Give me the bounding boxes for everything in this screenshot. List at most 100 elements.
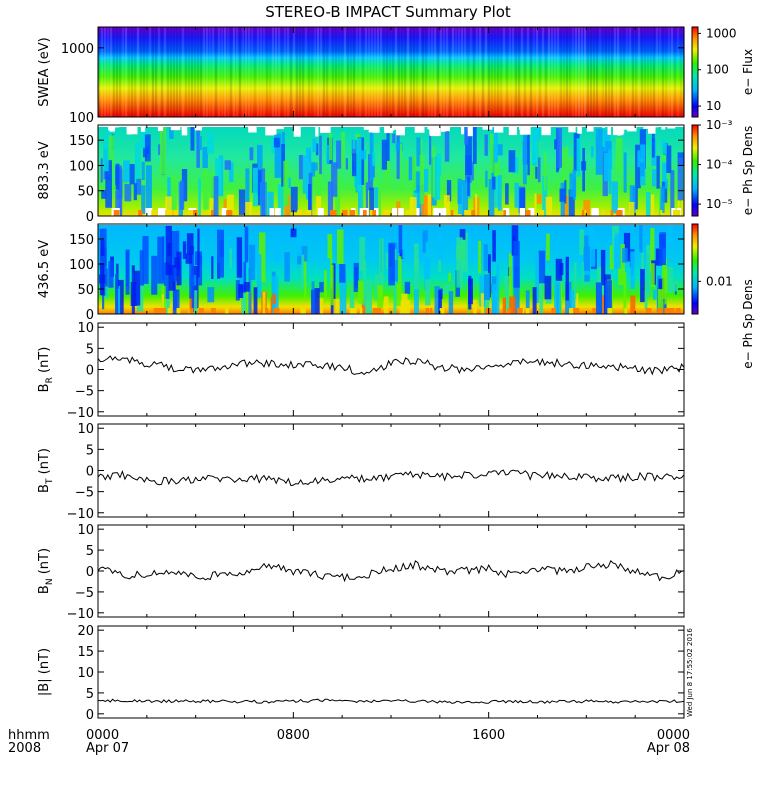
pad-gap bbox=[577, 127, 582, 134]
spectrogram-texture bbox=[347, 27, 349, 117]
pad-cell bbox=[467, 176, 470, 196]
pad-cell bbox=[245, 168, 250, 216]
spectrogram-texture bbox=[131, 27, 133, 117]
pad-hot bbox=[551, 308, 556, 314]
y-axis-label: 436.5 eV bbox=[37, 240, 52, 298]
pad-cell bbox=[433, 158, 441, 200]
colorbar-tick-label: 10⁻³ bbox=[706, 118, 733, 132]
y-tick-label: 0 bbox=[86, 708, 94, 723]
pad-hot bbox=[525, 308, 528, 314]
spectrogram-texture bbox=[353, 27, 355, 117]
pad-cell bbox=[405, 300, 411, 314]
pad-hot bbox=[507, 308, 511, 314]
pad-cell bbox=[277, 184, 284, 216]
pad-gap bbox=[541, 127, 551, 136]
pad-cell bbox=[284, 252, 290, 282]
pad-cell bbox=[261, 168, 266, 216]
pad-cell bbox=[374, 187, 379, 216]
pad-cell bbox=[142, 236, 149, 284]
pad-cell bbox=[117, 279, 124, 314]
spectrogram-texture bbox=[662, 27, 664, 117]
pad-cell bbox=[664, 178, 668, 189]
pad-cell bbox=[133, 183, 137, 201]
spectrogram-texture bbox=[680, 27, 682, 117]
spectrogram-texture bbox=[185, 27, 187, 117]
pad-hot bbox=[199, 308, 204, 314]
pad-cell bbox=[615, 137, 623, 174]
spectrogram-texture bbox=[239, 27, 241, 117]
pad-cell bbox=[290, 228, 297, 238]
pad-cell bbox=[129, 164, 135, 185]
spectrogram-texture bbox=[365, 27, 367, 117]
y-axis-label: SWEA (eV) bbox=[37, 37, 52, 106]
pad-gap bbox=[108, 127, 116, 131]
pad-gap bbox=[602, 127, 606, 128]
pad-gap bbox=[384, 127, 393, 134]
pad-cell bbox=[429, 133, 432, 165]
pad-cell bbox=[196, 127, 200, 168]
pad-hot bbox=[114, 210, 120, 216]
pad-cell bbox=[496, 265, 500, 314]
pad-hot bbox=[425, 308, 430, 314]
pad-cell bbox=[345, 158, 348, 170]
pad-cell bbox=[164, 262, 170, 299]
pad-cell bbox=[315, 143, 319, 156]
pad-cell bbox=[324, 270, 327, 299]
pad-cell bbox=[108, 261, 114, 288]
spectrogram-texture bbox=[137, 27, 139, 117]
y-tick-label: −10 bbox=[67, 406, 94, 421]
pad-hot bbox=[430, 308, 433, 314]
pad-cell bbox=[352, 133, 356, 149]
spectrogram-texture bbox=[521, 27, 523, 117]
spectrogram-texture bbox=[590, 27, 592, 117]
spectrogram-texture bbox=[413, 27, 415, 117]
pad-cell bbox=[511, 225, 519, 256]
pad-cell bbox=[651, 263, 655, 287]
pad-cell bbox=[398, 256, 402, 302]
y-tick-label: 5 bbox=[86, 443, 94, 458]
panel-2: 10⁻⁵ 10⁻⁴ 10⁻³ e− Ph Sp Dens 0 50 100 150 883.3 … bbox=[37, 118, 755, 225]
pad-cell bbox=[336, 140, 342, 169]
spectrogram-texture bbox=[149, 27, 151, 117]
spectrogram-texture bbox=[143, 27, 145, 117]
pad-gap bbox=[126, 127, 138, 135]
pad-hot bbox=[372, 308, 380, 314]
pad-gap bbox=[140, 127, 146, 132]
pad-cell bbox=[574, 262, 577, 300]
spectrogram-texture bbox=[305, 27, 307, 117]
spectrogram-texture bbox=[404, 27, 406, 117]
pad-cell bbox=[262, 291, 266, 314]
y-tick-label: 0 bbox=[86, 364, 94, 379]
pad-gap bbox=[181, 127, 188, 136]
spectrogram-texture bbox=[500, 27, 502, 117]
colorbar-tick-label: 10⁻⁵ bbox=[706, 197, 733, 211]
spectrogram-texture bbox=[344, 27, 346, 117]
pad-cell bbox=[653, 290, 657, 300]
spectrogram-texture bbox=[572, 27, 574, 117]
pad-gap bbox=[265, 127, 275, 136]
spectrogram-texture bbox=[380, 27, 382, 117]
spectrogram-texture bbox=[533, 27, 535, 117]
pad-cell bbox=[176, 230, 180, 268]
spectrogram-texture bbox=[269, 27, 271, 117]
spectrogram-texture bbox=[233, 27, 235, 117]
spectrogram-texture bbox=[170, 27, 172, 117]
pad-cell bbox=[492, 159, 500, 186]
y-axis-label-main: |B| bbox=[37, 678, 52, 696]
pad-cell bbox=[330, 264, 334, 306]
spectrogram-texture bbox=[212, 27, 214, 117]
pad-cell bbox=[660, 186, 665, 213]
timestamp: Wed Jun 8 17:55:02 2016 bbox=[686, 628, 694, 717]
pad-cell bbox=[535, 254, 539, 303]
pad-cell bbox=[509, 253, 512, 305]
pad-cell bbox=[119, 181, 123, 216]
pad-cell bbox=[412, 156, 417, 191]
pad-hot bbox=[377, 308, 382, 314]
y-tick-label: 5 bbox=[86, 544, 94, 559]
pad-gap bbox=[430, 127, 441, 137]
pad-cell bbox=[314, 288, 320, 314]
spectrogram-texture bbox=[182, 27, 184, 117]
pad-cell bbox=[639, 225, 643, 253]
spectrogram-texture bbox=[251, 27, 253, 117]
spectrogram-texture bbox=[587, 27, 589, 117]
